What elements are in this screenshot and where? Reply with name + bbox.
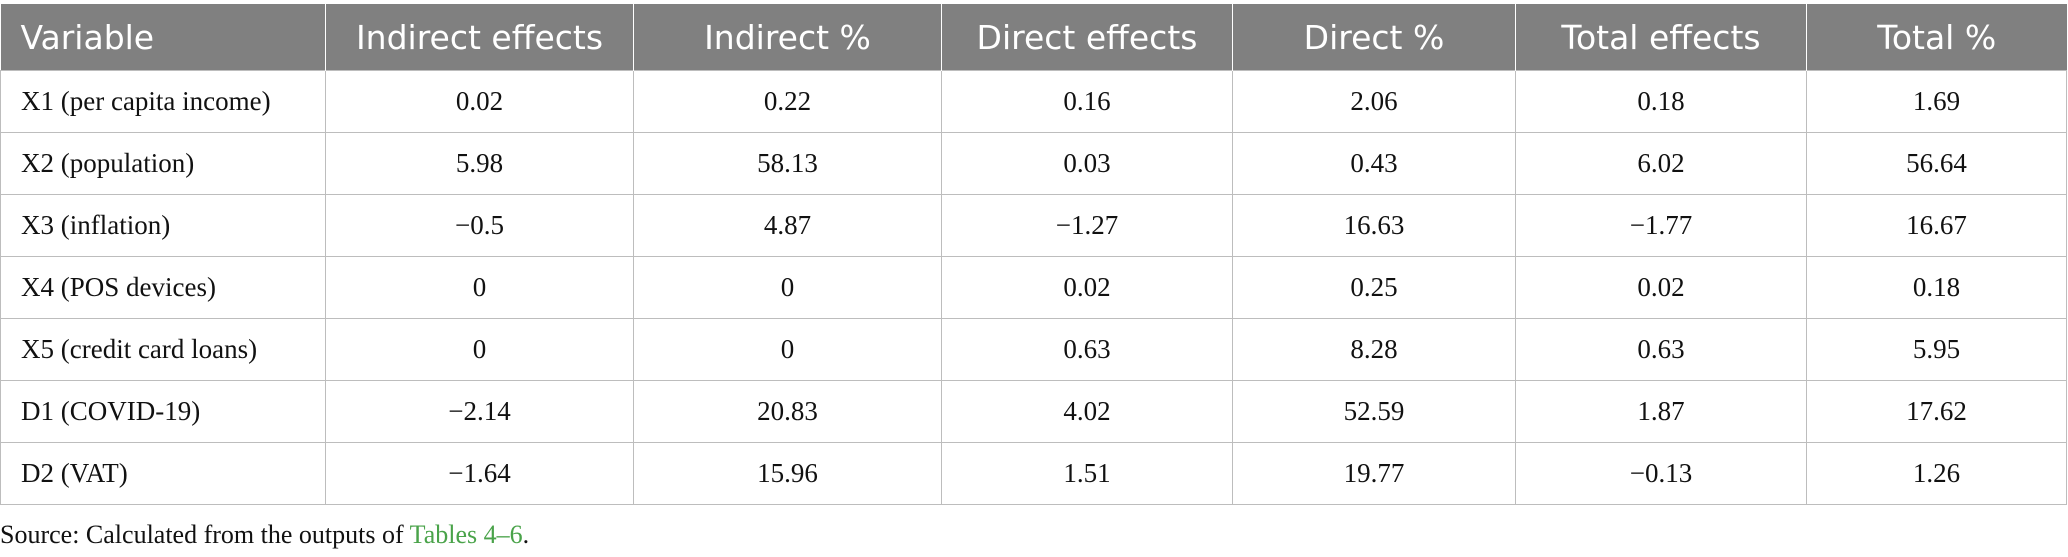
cell-indirect-effects: −0.5 <box>325 194 634 257</box>
table-header: Variable Indirect effects Indirect % Dir… <box>0 4 2067 71</box>
cell-indirect-percent: 15.96 <box>633 442 942 505</box>
cell-indirect-effects: 0.02 <box>325 70 634 133</box>
table-row: X1 (per capita income) 0.02 0.22 0.16 2.… <box>0 70 2067 133</box>
cell-direct-percent: 0.25 <box>1232 256 1516 319</box>
cell-total-percent: 17.62 <box>1806 380 2067 443</box>
cell-direct-percent: 19.77 <box>1232 442 1516 505</box>
cell-direct-effects: 0.63 <box>941 318 1233 381</box>
header-indirect-effects: Indirect effects <box>325 4 634 71</box>
cell-total-percent: 56.64 <box>1806 132 2067 195</box>
cell-total-percent: 1.26 <box>1806 442 2067 505</box>
cell-total-effects: 0.18 <box>1515 70 1807 133</box>
cell-total-effects: 0.02 <box>1515 256 1807 319</box>
cell-direct-percent: 16.63 <box>1232 194 1516 257</box>
cell-variable: D2 (VAT) <box>0 442 326 505</box>
cell-direct-percent: 52.59 <box>1232 380 1516 443</box>
cell-variable: X5 (credit card loans) <box>0 318 326 381</box>
cell-variable: X1 (per capita income) <box>0 70 326 133</box>
cell-indirect-percent: 4.87 <box>633 194 942 257</box>
table-row: X2 (population) 5.98 58.13 0.03 0.43 6.0… <box>0 132 2067 195</box>
source-prefix: Source: Calculated from the outputs of <box>0 520 410 549</box>
table-body: X1 (per capita income) 0.02 0.22 0.16 2.… <box>0 70 2067 505</box>
cell-direct-effects: 1.51 <box>941 442 1233 505</box>
cell-total-effects: 1.87 <box>1515 380 1807 443</box>
cell-total-percent: 1.69 <box>1806 70 2067 133</box>
cell-total-percent: 0.18 <box>1806 256 2067 319</box>
cell-total-percent: 16.67 <box>1806 194 2067 257</box>
cell-total-effects: −0.13 <box>1515 442 1807 505</box>
cell-direct-effects: 0.03 <box>941 132 1233 195</box>
cell-variable: D1 (COVID-19) <box>0 380 326 443</box>
cell-indirect-percent: 0 <box>633 318 942 381</box>
header-total-effects: Total effects <box>1515 4 1807 71</box>
cell-direct-effects: 0.02 <box>941 256 1233 319</box>
header-row: Variable Indirect effects Indirect % Dir… <box>0 4 2067 71</box>
cell-total-effects: 6.02 <box>1515 132 1807 195</box>
header-variable: Variable <box>0 4 326 71</box>
cell-total-percent: 5.95 <box>1806 318 2067 381</box>
table-container: Variable Indirect effects Indirect % Dir… <box>0 4 2067 505</box>
header-indirect-percent: Indirect % <box>633 4 942 71</box>
cell-direct-effects: 0.16 <box>941 70 1233 133</box>
cell-indirect-percent: 0.22 <box>633 70 942 133</box>
header-direct-effects: Direct effects <box>941 4 1233 71</box>
cell-total-effects: −1.77 <box>1515 194 1807 257</box>
cell-direct-percent: 8.28 <box>1232 318 1516 381</box>
source-note: Source: Calculated from the outputs of T… <box>0 520 529 550</box>
cell-total-effects: 0.63 <box>1515 318 1807 381</box>
table-row: D1 (COVID-19) −2.14 20.83 4.02 52.59 1.8… <box>0 380 2067 443</box>
cell-indirect-percent: 20.83 <box>633 380 942 443</box>
cell-variable: X4 (POS devices) <box>0 256 326 319</box>
cell-indirect-effects: 0 <box>325 256 634 319</box>
cell-direct-percent: 2.06 <box>1232 70 1516 133</box>
table-row: X5 (credit card loans) 0 0 0.63 8.28 0.6… <box>0 318 2067 381</box>
source-suffix: . <box>522 520 530 549</box>
cell-variable: X2 (population) <box>0 132 326 195</box>
cell-indirect-percent: 0 <box>633 256 942 319</box>
cell-indirect-percent: 58.13 <box>633 132 942 195</box>
cell-indirect-effects: −1.64 <box>325 442 634 505</box>
cell-indirect-effects: −2.14 <box>325 380 634 443</box>
cell-variable: X3 (inflation) <box>0 194 326 257</box>
table-row: X3 (inflation) −0.5 4.87 −1.27 16.63 −1.… <box>0 194 2067 257</box>
cell-indirect-effects: 0 <box>325 318 634 381</box>
cell-direct-effects: 4.02 <box>941 380 1233 443</box>
header-total-percent: Total % <box>1806 4 2067 71</box>
table-row: X4 (POS devices) 0 0 0.02 0.25 0.02 0.18 <box>0 256 2067 319</box>
effects-table: Variable Indirect effects Indirect % Dir… <box>0 4 2067 505</box>
cell-direct-percent: 0.43 <box>1232 132 1516 195</box>
cell-indirect-effects: 5.98 <box>325 132 634 195</box>
header-direct-percent: Direct % <box>1232 4 1516 71</box>
cell-direct-effects: −1.27 <box>941 194 1233 257</box>
tables-link[interactable]: Tables 4–6 <box>409 520 523 549</box>
table-row: D2 (VAT) −1.64 15.96 1.51 19.77 −0.13 1.… <box>0 442 2067 505</box>
